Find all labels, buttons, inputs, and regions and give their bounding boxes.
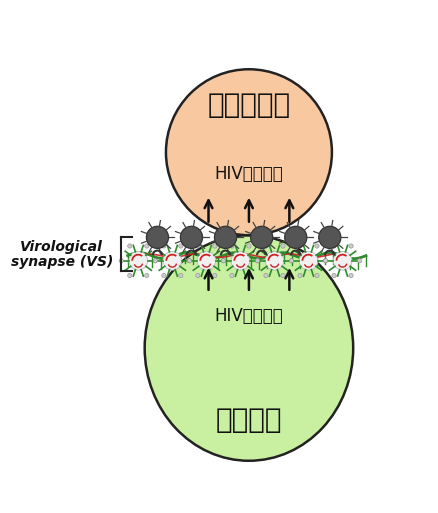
Circle shape xyxy=(289,259,293,263)
Text: HIV産生方向: HIV産生方向 xyxy=(214,307,283,325)
Circle shape xyxy=(129,251,147,270)
Circle shape xyxy=(289,259,293,263)
Circle shape xyxy=(280,244,284,248)
Ellipse shape xyxy=(145,235,353,461)
Circle shape xyxy=(161,273,166,278)
Circle shape xyxy=(127,273,131,278)
Circle shape xyxy=(212,273,216,278)
Circle shape xyxy=(280,273,284,278)
Circle shape xyxy=(297,273,301,278)
Circle shape xyxy=(314,244,318,248)
Circle shape xyxy=(229,273,233,278)
Circle shape xyxy=(214,226,236,248)
Text: Virological: Virological xyxy=(20,240,103,254)
Circle shape xyxy=(146,226,168,248)
Circle shape xyxy=(195,244,200,248)
Circle shape xyxy=(323,259,327,263)
Text: synapse (VS): synapse (VS) xyxy=(11,255,113,269)
Circle shape xyxy=(246,273,251,278)
Circle shape xyxy=(297,244,301,248)
Circle shape xyxy=(265,251,283,270)
Circle shape xyxy=(229,244,233,248)
Circle shape xyxy=(263,273,268,278)
Ellipse shape xyxy=(166,69,331,235)
Circle shape xyxy=(127,244,131,248)
Circle shape xyxy=(332,251,351,270)
Circle shape xyxy=(187,259,191,263)
Circle shape xyxy=(197,251,215,270)
Circle shape xyxy=(250,226,272,248)
Circle shape xyxy=(119,259,123,263)
Text: 非感染細胞: 非感染細胞 xyxy=(207,91,290,120)
Circle shape xyxy=(153,259,157,263)
Circle shape xyxy=(331,244,336,248)
Circle shape xyxy=(314,273,318,278)
Circle shape xyxy=(246,244,251,248)
Text: HIV侵入方向: HIV侵入方向 xyxy=(214,165,283,183)
Circle shape xyxy=(187,259,191,263)
Circle shape xyxy=(331,273,336,278)
Circle shape xyxy=(195,273,200,278)
Circle shape xyxy=(284,226,306,248)
Circle shape xyxy=(221,259,225,263)
Circle shape xyxy=(348,244,353,248)
Circle shape xyxy=(178,244,183,248)
Circle shape xyxy=(255,259,259,263)
Text: 感染細胞: 感染細胞 xyxy=(215,406,282,435)
Circle shape xyxy=(178,273,183,278)
Circle shape xyxy=(161,244,166,248)
Circle shape xyxy=(323,259,327,263)
Circle shape xyxy=(348,273,353,278)
Circle shape xyxy=(357,259,361,263)
Circle shape xyxy=(221,259,225,263)
Circle shape xyxy=(230,251,249,270)
Circle shape xyxy=(145,273,148,278)
Circle shape xyxy=(298,251,317,270)
Circle shape xyxy=(162,251,181,270)
Circle shape xyxy=(263,244,268,248)
Circle shape xyxy=(318,226,340,248)
Circle shape xyxy=(255,259,259,263)
Circle shape xyxy=(153,259,157,263)
Circle shape xyxy=(212,244,216,248)
Circle shape xyxy=(145,244,148,248)
Circle shape xyxy=(180,226,202,248)
